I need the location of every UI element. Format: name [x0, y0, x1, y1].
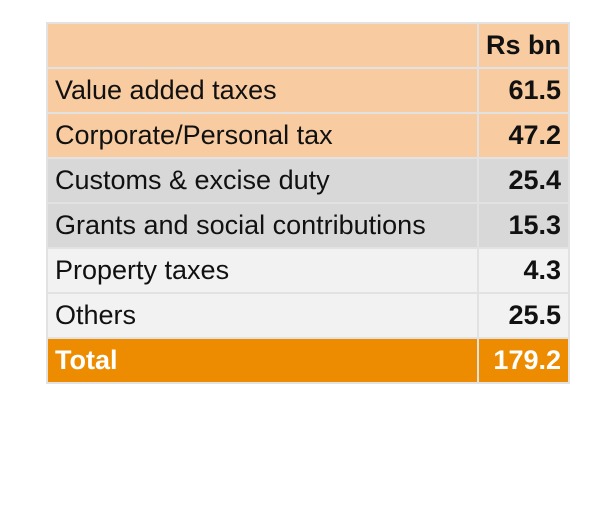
total-label: Total [46, 337, 479, 384]
table-row: Property taxes 4.3 [46, 247, 570, 294]
row-value: 15.3 [477, 202, 570, 249]
total-row: Total 179.2 [46, 337, 570, 384]
row-value: 61.5 [477, 67, 570, 114]
table-row: Customs & excise duty 25.4 [46, 157, 570, 204]
revenue-table: Rs bn Value added taxes 61.5 Corporate/P… [46, 22, 570, 384]
row-value: 25.4 [477, 157, 570, 204]
row-label: Corporate/Personal tax [46, 112, 479, 159]
row-value: 4.3 [477, 247, 570, 294]
header-unit-cell: Rs bn [477, 22, 570, 69]
table-row: Corporate/Personal tax 47.2 [46, 112, 570, 159]
row-label: Value added taxes [46, 67, 479, 114]
header-label-cell [46, 22, 479, 69]
row-label: Customs & excise duty [46, 157, 479, 204]
table-row: Value added taxes 61.5 [46, 67, 570, 114]
row-label: Others [46, 292, 479, 339]
table-header-row: Rs bn [46, 22, 570, 69]
table-row: Grants and social contributions 15.3 [46, 202, 570, 249]
total-value: 179.2 [477, 337, 570, 384]
row-value: 47.2 [477, 112, 570, 159]
row-value: 25.5 [477, 292, 570, 339]
row-label: Property taxes [46, 247, 479, 294]
table-row: Others 25.5 [46, 292, 570, 339]
row-label: Grants and social contributions [46, 202, 479, 249]
